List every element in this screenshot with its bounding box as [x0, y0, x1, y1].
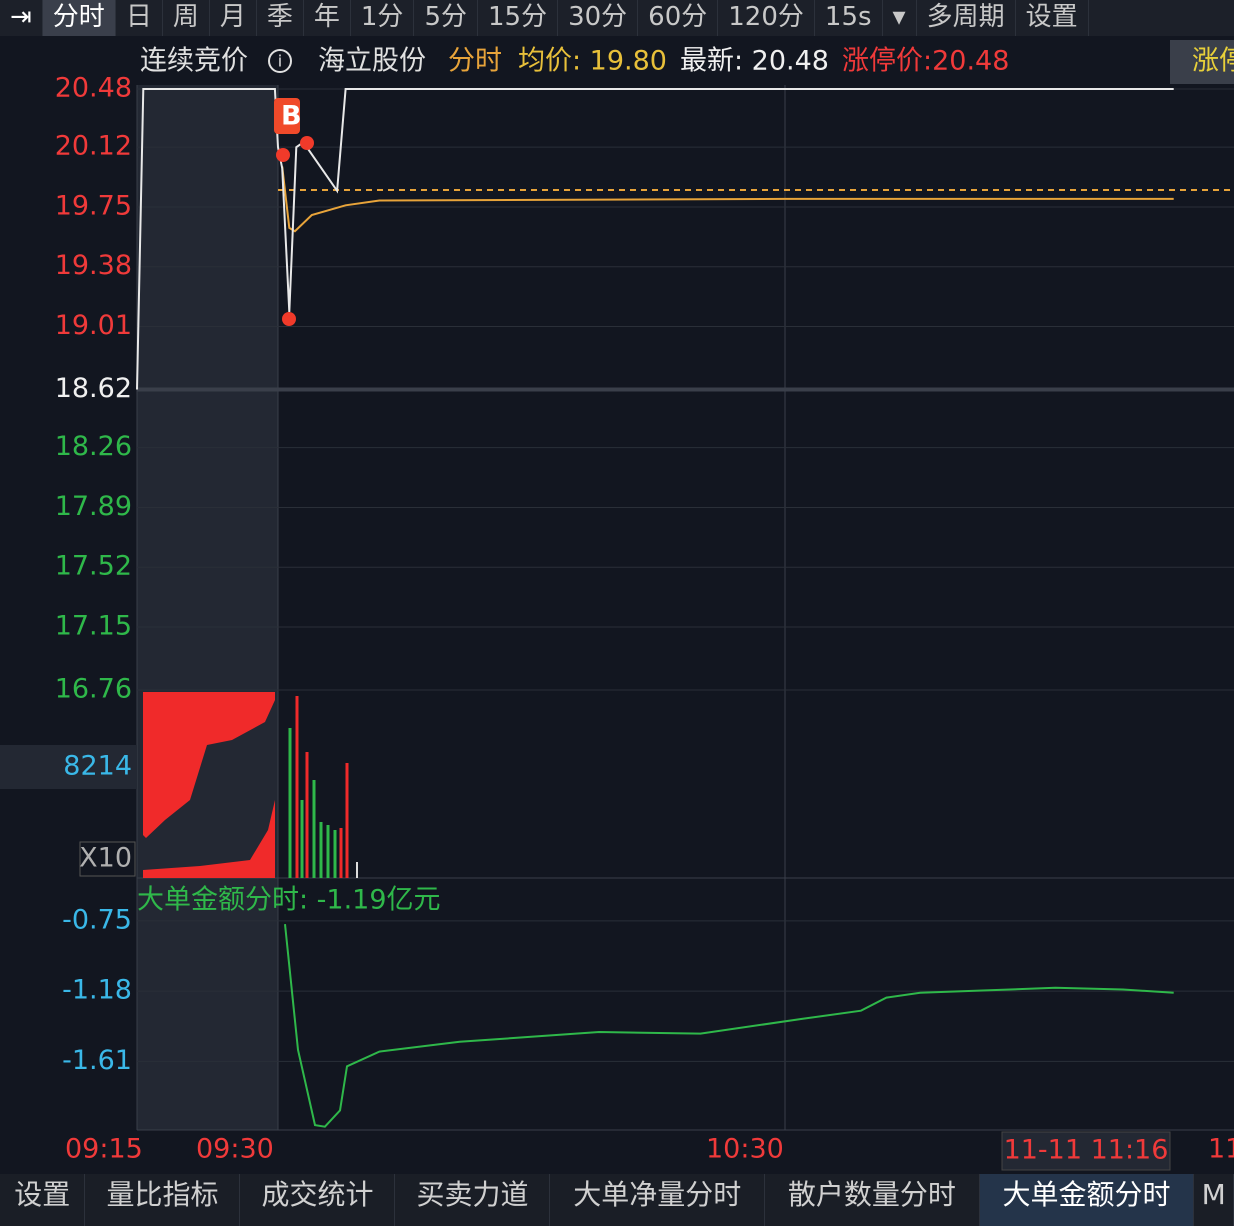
volume-label-bg [0, 745, 137, 789]
cursor-time: 11-11 11:16 [1004, 1135, 1169, 1166]
trade-marker [276, 148, 290, 162]
side-tab-bg[interactable] [1170, 40, 1234, 84]
status: 连续竞价 [140, 46, 248, 77]
dropdown-arrow[interactable]: ▾ [883, 0, 917, 36]
auction-volume [143, 692, 275, 838]
bottom-tab[interactable]: 买卖力道 [395, 1174, 551, 1226]
latest-label: 最新: 20.48 [680, 46, 829, 77]
info-icon-text: i [278, 52, 282, 71]
mode: 分时 [448, 46, 502, 77]
toolbar-tab[interactable]: 月 [210, 0, 257, 36]
chart-area: 连续竞价 i 海立股份 分时 均价: 19.80 最新: 20.48 涨停价:2… [0, 36, 1234, 1174]
multiplier: X10 [79, 843, 132, 874]
toolbar-tab[interactable]: 5分 [414, 0, 478, 36]
auction-shade [137, 85, 278, 1130]
trade-marker [300, 136, 314, 150]
trade-marker [282, 312, 296, 326]
money-title: 大单金额分时: -1.19亿元 [137, 885, 441, 916]
time-label: 11 [1208, 1134, 1234, 1165]
bottom-tab[interactable]: 成交统计 [240, 1174, 396, 1226]
y-tick-label: 18.26 [55, 431, 132, 462]
cursor-box [1001, 1131, 1171, 1171]
bottom-tab[interactable]: M [1194, 1174, 1234, 1226]
bottom-tab[interactable]: 量比指标 [85, 1174, 241, 1226]
bottom-tab[interactable]: 设置 [0, 1174, 86, 1226]
toolbar-tab[interactable]: 分时 [42, 0, 116, 36]
toolbar-tab[interactable]: 15s [815, 0, 883, 36]
bottom-tab[interactable]: 大单净量分时 [550, 1174, 766, 1226]
toolbar-tab[interactable]: 设置 [1016, 0, 1089, 36]
limit-label: 涨停价:20.48 [842, 46, 1009, 77]
toolbar-tab[interactable]: 年 [304, 0, 351, 36]
y-tick-label: 17.89 [55, 491, 132, 522]
stock-name: 海立股份 [318, 46, 426, 77]
toolbar-tab[interactable]: 日 [116, 0, 163, 36]
bottom-tabs: 设置 量比指标 成交统计 买卖力道 大单净量分时 散户数量分时 大单金额分时 M [0, 1174, 1234, 1226]
multiplier-box [79, 841, 136, 877]
average-line [281, 166, 1174, 233]
y-tick-label: -0.75 [62, 904, 132, 935]
bottom-tab[interactable]: 大单金额分时 [979, 1174, 1195, 1226]
y-tick-label: 17.15 [55, 610, 132, 641]
price-line [136, 88, 1174, 390]
side-tab[interactable]: 涨停 [1192, 46, 1234, 77]
info-icon[interactable] [268, 49, 292, 73]
y-tick-label: 18.62 [55, 373, 132, 404]
time-label: 10:30 [706, 1134, 784, 1165]
y-tick-label: 19.01 [55, 310, 132, 341]
y-tick-label: 19.38 [55, 250, 132, 281]
y-tick-label: 16.76 [55, 674, 132, 705]
y-tick-label: 20.12 [55, 131, 132, 162]
toolbar-tab[interactable]: 季 [257, 0, 304, 36]
y-tick-label: 19.75 [55, 190, 132, 221]
toolbar-tab[interactable]: 15分 [478, 0, 559, 36]
y-tick-label: 20.48 [55, 73, 132, 104]
toolbar-tab[interactable]: 60分 [638, 0, 719, 36]
toolbar-tab[interactable]: 多周期 [917, 0, 1016, 36]
bottom-tab[interactable]: 散户数量分时 [765, 1174, 980, 1226]
y-tick-label: 17.52 [55, 551, 132, 582]
buy-badge [274, 98, 300, 134]
buy-badge-text: B [281, 101, 302, 132]
time-label: 09:30 [196, 1134, 274, 1165]
average-label: 均价: 19.80 [518, 46, 667, 77]
volume-value: 8214 [63, 751, 132, 782]
toolbar-tab[interactable]: 30分 [558, 0, 639, 36]
exit-icon[interactable]: ⇥ [0, 0, 43, 36]
toolbar-tab[interactable]: 120分 [718, 0, 815, 36]
money-line [284, 923, 1174, 1128]
toolbar: ⇥ 分时日周月季年 1分 5分 15分 30分 60分 120分 15s ▾ 多周期 设置 [0, 0, 1234, 36]
auction-volume [143, 800, 275, 878]
volume-bars [288, 696, 358, 878]
toolbar-tab[interactable]: 周 [163, 0, 210, 36]
y-tick-label: -1.61 [62, 1045, 132, 1076]
time-label: 09:15 [65, 1134, 143, 1165]
y-tick-label: -1.18 [62, 975, 132, 1006]
toolbar-tab[interactable]: 1分 [351, 0, 415, 36]
